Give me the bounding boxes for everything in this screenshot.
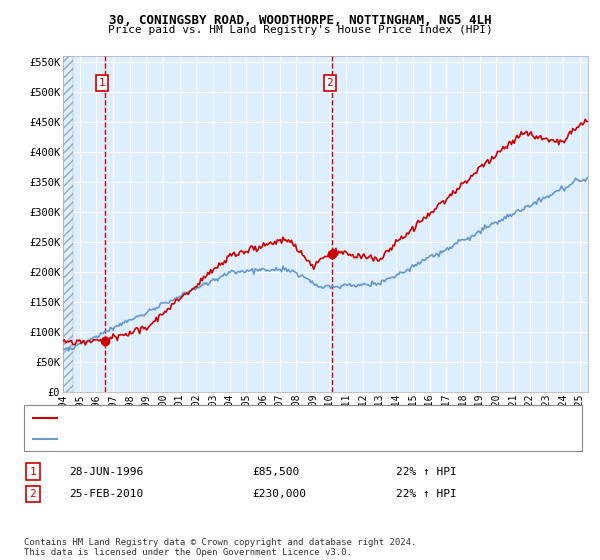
Text: Contains HM Land Registry data © Crown copyright and database right 2024.
This d: Contains HM Land Registry data © Crown c… <box>24 538 416 557</box>
Text: £230,000: £230,000 <box>252 489 306 499</box>
Text: 2: 2 <box>326 78 333 88</box>
Text: 22% ↑ HPI: 22% ↑ HPI <box>396 466 457 477</box>
Text: £85,500: £85,500 <box>252 466 299 477</box>
Text: Price paid vs. HM Land Registry's House Price Index (HPI): Price paid vs. HM Land Registry's House … <box>107 25 493 35</box>
Text: 28-JUN-1996: 28-JUN-1996 <box>69 466 143 477</box>
Text: 1: 1 <box>99 78 106 88</box>
Text: 30, CONINGSBY ROAD, WOODTHORPE, NOTTINGHAM, NG5 4LH: 30, CONINGSBY ROAD, WOODTHORPE, NOTTINGH… <box>109 14 491 27</box>
Text: 1: 1 <box>29 466 37 477</box>
Text: HPI: Average price, detached house, Gedling: HPI: Average price, detached house, Gedl… <box>63 435 316 444</box>
Text: 22% ↑ HPI: 22% ↑ HPI <box>396 489 457 499</box>
Text: 30, CONINGSBY ROAD, WOODTHORPE, NOTTINGHAM, NG5 4LH (detached house): 30, CONINGSBY ROAD, WOODTHORPE, NOTTINGH… <box>63 413 463 423</box>
Text: 25-FEB-2010: 25-FEB-2010 <box>69 489 143 499</box>
Text: 2: 2 <box>29 489 37 499</box>
Bar <box>63 56 73 392</box>
